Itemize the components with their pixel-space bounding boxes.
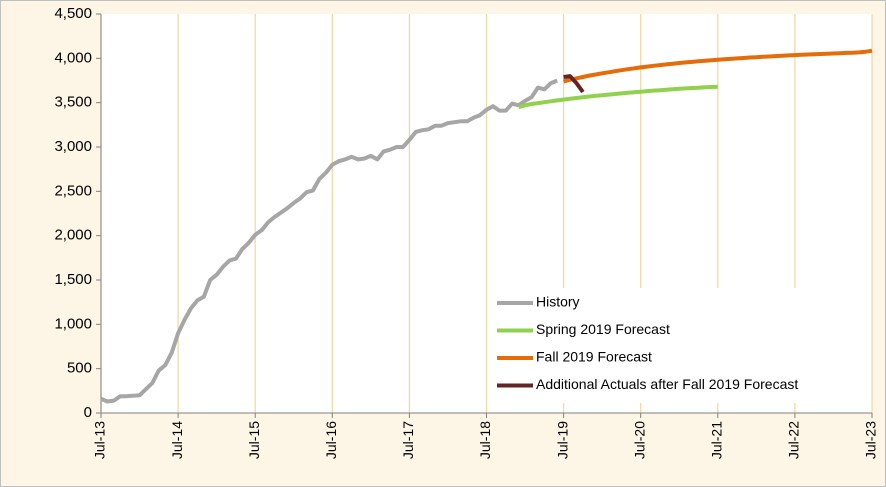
y-tick-label: 500	[67, 360, 92, 377]
x-tick-label: Jul-22	[786, 421, 802, 459]
x-tick-label: Jul-13	[92, 421, 108, 459]
legend-label: Fall 2019 Forecast	[536, 349, 652, 365]
y-tick-label: 0	[84, 404, 92, 421]
legend-label: Spring 2019 Forecast	[536, 321, 670, 337]
y-tick-label: 4,000	[54, 49, 92, 66]
y-tick-label: 4,500	[54, 5, 92, 22]
x-tick-label: Jul-23	[863, 421, 879, 459]
y-tick-label: 1,000	[54, 315, 92, 332]
y-tick-label: 3,000	[54, 138, 92, 155]
x-tick-label: Jul-16	[323, 421, 339, 459]
y-tick-label: 3,500	[54, 94, 92, 111]
x-tick-label: Jul-14	[169, 421, 185, 459]
series-line	[563, 74, 585, 94]
y-tick-label: 2,500	[54, 182, 92, 199]
y-tick-label: 1,500	[54, 271, 92, 288]
x-tick-label: Jul-20	[631, 421, 647, 459]
legend-box	[490, 288, 845, 403]
legend-label: Additional Actuals after Fall 2019 Forec…	[536, 376, 798, 392]
series-line	[518, 84, 718, 110]
x-tick-label: Jul-19	[554, 421, 570, 459]
series-line	[563, 48, 873, 84]
x-tick-label: Jul-18	[477, 421, 493, 459]
x-tick-label: Jul-21	[709, 421, 725, 459]
x-tick-label: Jul-17	[400, 421, 416, 459]
legend-label: History	[536, 294, 580, 310]
series-line	[100, 78, 558, 404]
x-tick-label: Jul-15	[246, 421, 262, 459]
y-tick-label: 2,000	[54, 227, 92, 244]
